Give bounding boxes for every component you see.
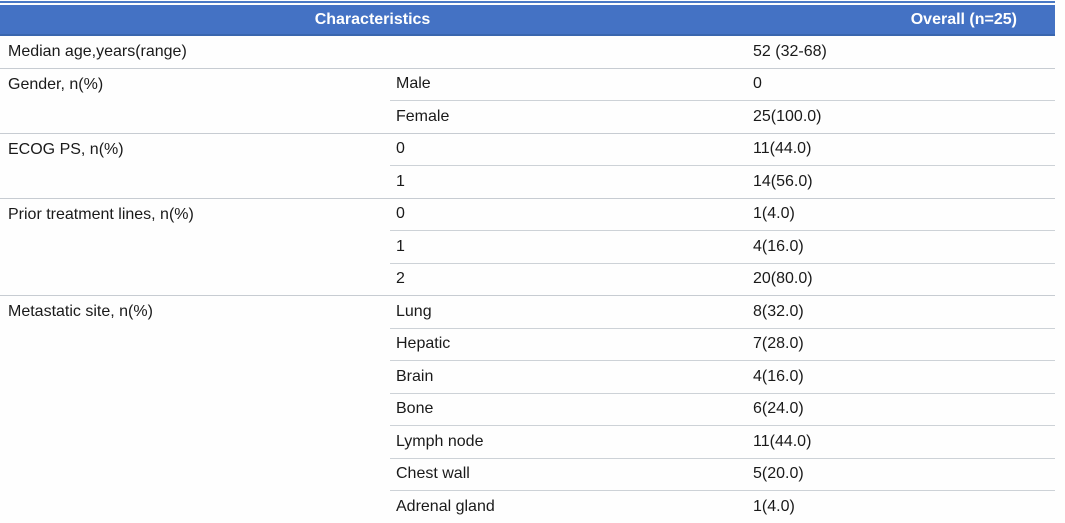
table-row: Gender, n(%) Male 0: [0, 67, 1055, 101]
value-cell: 0: [745, 67, 1055, 101]
patient-characteristics-table: Characteristics Overall (n=25) Median ag…: [0, 5, 1055, 523]
characteristic-label-cell: [0, 101, 390, 134]
value-cell: 14(56.0): [745, 165, 1055, 198]
column-header-characteristics: Characteristics: [0, 5, 745, 36]
value-cell: 5(20.0): [745, 457, 1055, 491]
table-row: Adrenal gland 1(4.0): [0, 490, 1055, 523]
value-cell: 1(4.0): [745, 490, 1055, 523]
characteristic-label-cell: [0, 361, 390, 394]
table-row: 1 4(16.0): [0, 230, 1055, 264]
table-row: Chest wall 5(20.0): [0, 457, 1055, 491]
subcategory-cell: Lung: [390, 295, 745, 328]
table-row: Female 25(100.0): [0, 100, 1055, 134]
characteristic-label-cell: Gender, n(%): [0, 67, 390, 101]
characteristic-label-cell: [0, 458, 390, 491]
table-top-rule: [0, 1, 1055, 3]
subcategory-cell: Bone: [390, 392, 745, 426]
column-header-overall: Overall (n=25): [745, 5, 1055, 36]
value-cell: 4(16.0): [745, 360, 1055, 393]
table-header-row: Characteristics Overall (n=25): [0, 5, 1055, 36]
table-row: Lymph node 11(44.0): [0, 425, 1055, 459]
subcategory-cell: 2: [390, 262, 745, 296]
subcategory-cell: Hepatic: [390, 327, 745, 361]
table-row: Metastatic site, n(%) Lung 8(32.0): [0, 295, 1055, 328]
characteristic-label-cell: [0, 263, 390, 296]
subcategory-cell: [390, 34, 745, 68]
table-body: Median age,years(range) 52 (32-68) Gender,…: [0, 34, 1055, 523]
table-row: 1 14(56.0): [0, 165, 1055, 199]
characteristic-label-cell: ECOG PS, n(%): [0, 132, 390, 166]
characteristic-label-cell: Metastatic site, n(%): [0, 295, 390, 328]
table-row: Hepatic 7(28.0): [0, 327, 1055, 361]
characteristic-label-cell: [0, 490, 390, 523]
characteristic-label-cell: Median age,years(range): [0, 34, 390, 68]
subcategory-cell: Male: [390, 67, 745, 101]
table-row: Bone 6(24.0): [0, 392, 1055, 426]
value-cell: 11(44.0): [745, 425, 1055, 458]
table-row: Median age,years(range) 52 (32-68): [0, 34, 1055, 68]
subcategory-cell: 1: [390, 230, 745, 263]
characteristic-label-cell: Prior treatment lines, n(%): [0, 197, 390, 231]
subcategory-cell: 0: [390, 197, 745, 231]
subcategory-cell: Lymph node: [390, 425, 745, 458]
characteristic-label-cell: [0, 426, 390, 459]
table-row: Prior treatment lines, n(%) 0 1(4.0): [0, 197, 1055, 231]
table-row: Brain 4(16.0): [0, 360, 1055, 394]
characteristic-label-cell: [0, 231, 390, 264]
table-row: ECOG PS, n(%) 0 11(44.0): [0, 132, 1055, 166]
value-cell: 52 (32-68): [745, 34, 1055, 68]
subcategory-cell: 0: [390, 132, 745, 166]
subcategory-cell: Female: [390, 100, 745, 133]
value-cell: 1(4.0): [745, 197, 1055, 231]
value-cell: 7(28.0): [745, 327, 1055, 361]
value-cell: 8(32.0): [745, 295, 1055, 328]
value-cell: 11(44.0): [745, 132, 1055, 166]
table-row: 2 20(80.0): [0, 262, 1055, 296]
characteristic-label-cell: [0, 328, 390, 361]
value-cell: 20(80.0): [745, 262, 1055, 296]
subcategory-cell: Brain: [390, 360, 745, 393]
subcategory-cell: Chest wall: [390, 457, 745, 491]
subcategory-cell: Adrenal gland: [390, 490, 745, 523]
value-cell: 6(24.0): [745, 392, 1055, 426]
characteristic-label-cell: [0, 393, 390, 426]
subcategory-cell: 1: [390, 165, 745, 198]
characteristic-label-cell: [0, 166, 390, 199]
value-cell: 4(16.0): [745, 230, 1055, 263]
value-cell: 25(100.0): [745, 100, 1055, 133]
